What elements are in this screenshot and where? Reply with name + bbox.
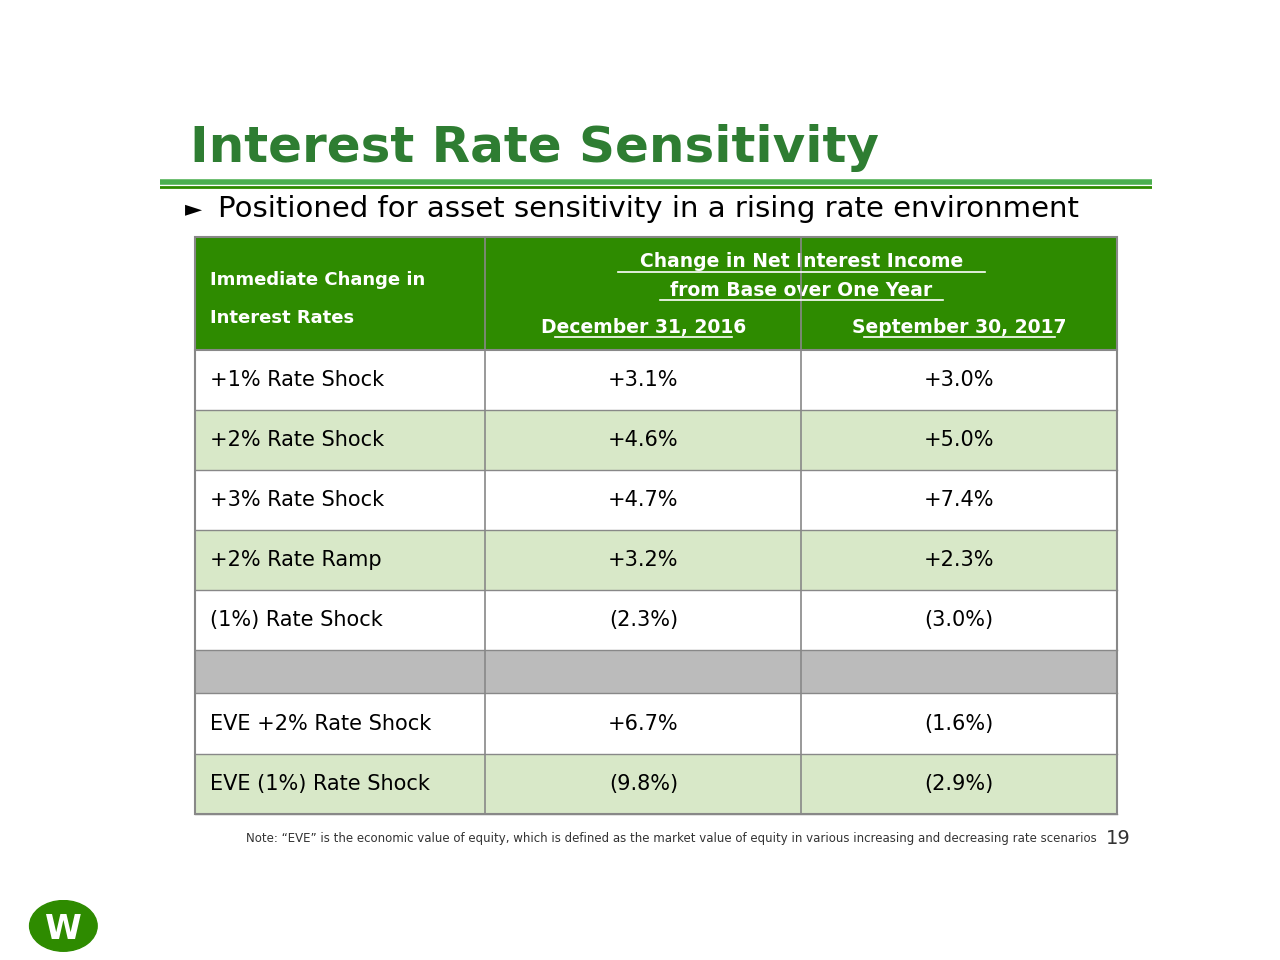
Text: +6.7%: +6.7% xyxy=(608,713,678,733)
Text: W: W xyxy=(45,913,82,946)
Text: +2.3%: +2.3% xyxy=(924,550,995,570)
Text: +4.6%: +4.6% xyxy=(608,430,678,450)
Text: Positioned for asset sensitivity in a rising rate environment: Positioned for asset sensitivity in a ri… xyxy=(218,195,1079,223)
Text: +3.1%: +3.1% xyxy=(608,370,678,390)
Text: from Base over One Year: from Base over One Year xyxy=(671,280,932,300)
Text: Interest Rate Sensitivity: Interest Rate Sensitivity xyxy=(189,125,879,173)
Text: Interest Rates: Interest Rates xyxy=(210,309,353,327)
FancyBboxPatch shape xyxy=(195,650,1117,693)
Text: +5.0%: +5.0% xyxy=(924,430,995,450)
Text: Immediate Change in: Immediate Change in xyxy=(210,271,425,289)
FancyBboxPatch shape xyxy=(195,693,1117,754)
Circle shape xyxy=(29,900,97,951)
Text: (2.9%): (2.9%) xyxy=(924,774,993,794)
Text: EVE (1%) Rate Shock: EVE (1%) Rate Shock xyxy=(210,774,430,794)
Text: EVE +2% Rate Shock: EVE +2% Rate Shock xyxy=(210,713,431,733)
FancyBboxPatch shape xyxy=(195,410,1117,469)
Text: +7.4%: +7.4% xyxy=(924,490,995,510)
FancyBboxPatch shape xyxy=(195,469,1117,530)
Text: (3.0%): (3.0%) xyxy=(924,611,993,630)
Text: December 31, 2016: December 31, 2016 xyxy=(540,318,746,337)
Text: (9.8%): (9.8%) xyxy=(609,774,678,794)
Text: (2.3%): (2.3%) xyxy=(609,611,678,630)
Text: Note: “EVE” is the economic value of equity, which is defined as the market valu: Note: “EVE” is the economic value of equ… xyxy=(246,831,1097,845)
Text: +1% Rate Shock: +1% Rate Shock xyxy=(210,370,384,390)
Text: (1%) Rate Shock: (1%) Rate Shock xyxy=(210,611,383,630)
Text: September 30, 2017: September 30, 2017 xyxy=(852,318,1066,337)
FancyBboxPatch shape xyxy=(195,590,1117,650)
FancyBboxPatch shape xyxy=(195,237,1117,349)
Text: +3.0%: +3.0% xyxy=(924,370,995,390)
Text: +2% Rate Shock: +2% Rate Shock xyxy=(210,430,384,450)
Text: ►: ► xyxy=(184,199,202,219)
Text: +4.7%: +4.7% xyxy=(608,490,678,510)
Text: +2% Rate Ramp: +2% Rate Ramp xyxy=(210,550,381,570)
Text: (1.6%): (1.6%) xyxy=(924,713,993,733)
FancyBboxPatch shape xyxy=(195,349,1117,410)
FancyBboxPatch shape xyxy=(195,754,1117,814)
Text: 19: 19 xyxy=(1106,828,1130,848)
Text: +3.2%: +3.2% xyxy=(608,550,678,570)
FancyBboxPatch shape xyxy=(195,530,1117,590)
Text: Change in Net Interest Income: Change in Net Interest Income xyxy=(640,252,963,272)
Text: +3% Rate Shock: +3% Rate Shock xyxy=(210,490,384,510)
